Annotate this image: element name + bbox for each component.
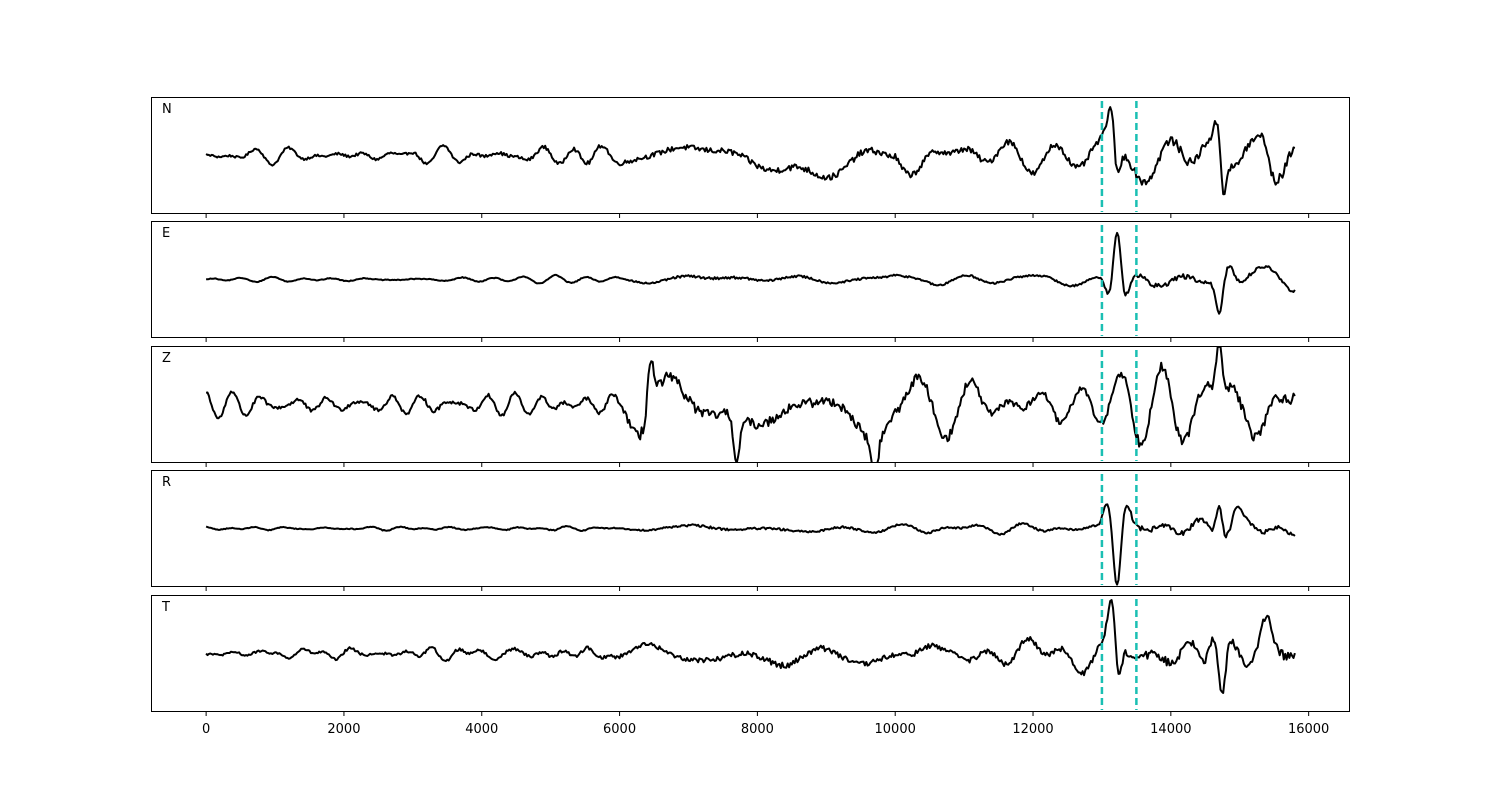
trace-n	[205, 106, 1296, 196]
panel-n: N	[151, 97, 1350, 218]
panel-frame	[151, 470, 1350, 587]
x-tick-label: 2000	[327, 722, 360, 737]
trace-e	[206, 231, 1296, 315]
channel-label: T	[161, 600, 170, 615]
channel-label: R	[162, 475, 171, 490]
panel-frame	[151, 221, 1350, 338]
x-tick-label: 6000	[603, 722, 636, 737]
channel-label: Z	[162, 351, 171, 366]
x-tick-label: 12000	[1012, 722, 1053, 737]
x-tick-label: 16000	[1288, 722, 1329, 737]
x-axis: 0 2000 4000 6000 8000 10000 12000 14000 16000	[202, 722, 1329, 737]
channel-label: N	[162, 102, 172, 117]
trace-r	[205, 503, 1296, 586]
channel-label: E	[162, 226, 170, 241]
panel-e: E	[151, 221, 1350, 342]
panel-frame	[151, 97, 1350, 214]
trace-z	[205, 346, 1296, 463]
x-tick-label: 8000	[741, 722, 774, 737]
panel-r: R	[151, 470, 1350, 591]
trace-t	[205, 599, 1296, 694]
x-tick-label: 14000	[1150, 722, 1191, 737]
panel-frame	[151, 595, 1350, 712]
panel-z: Z	[151, 346, 1350, 467]
x-tick-label: 0	[202, 722, 210, 737]
x-tick-label: 10000	[875, 722, 916, 737]
panel-frame	[151, 346, 1350, 463]
panel-t: T	[151, 595, 1350, 716]
x-tick-label: 4000	[465, 722, 498, 737]
panel-stack: N E Z R T	[151, 97, 1350, 716]
